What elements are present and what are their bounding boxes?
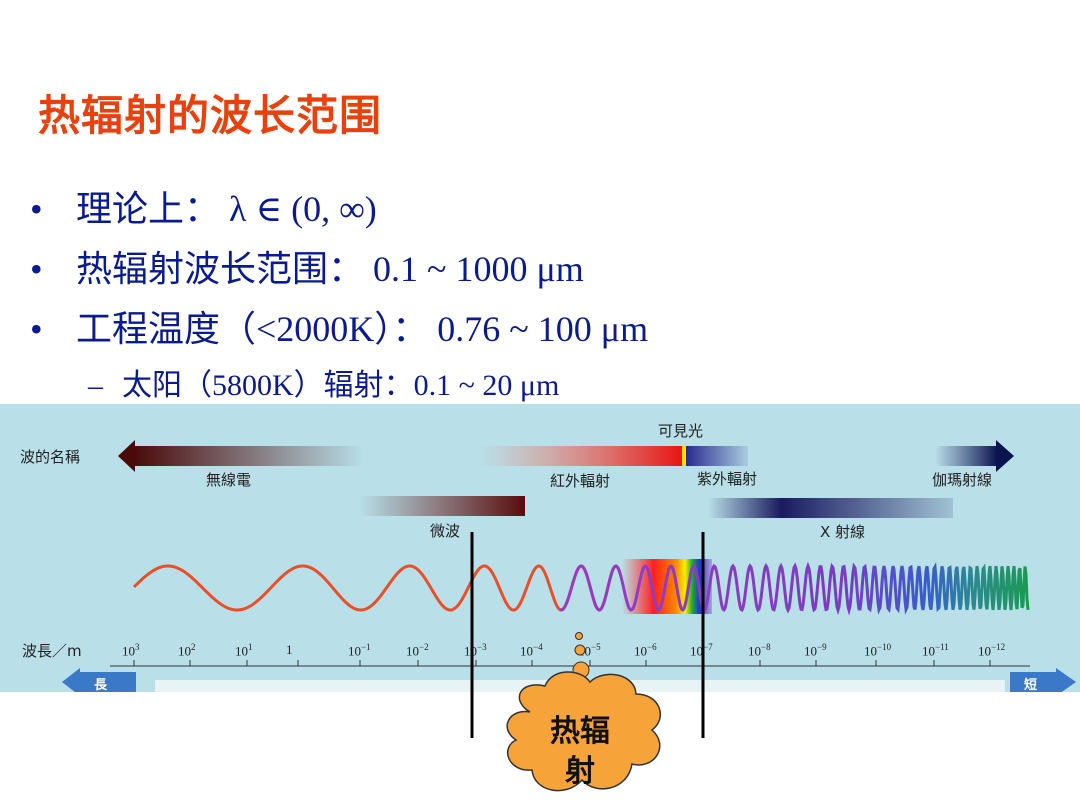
tick-exponent: −6 <box>647 642 657 652</box>
tick-exponent: −3 <box>477 642 487 652</box>
tick-exponent: −5 <box>591 642 601 652</box>
tick-label: 10−5 <box>578 642 601 659</box>
long-arrow-head <box>62 668 80 692</box>
sub-bullet-marker: – <box>88 369 103 402</box>
tick-label: 10−9 <box>804 642 827 659</box>
tick-label: 10−6 <box>634 642 657 659</box>
bullet-marker: • <box>30 189 43 229</box>
visible-band-bar <box>682 446 686 466</box>
tick-label: 101 <box>235 642 253 659</box>
tick-exponent: 1 <box>248 642 253 652</box>
tick-exponent: −11 <box>935 642 949 652</box>
tick-label: 102 <box>178 642 196 659</box>
ultraviolet-label: 紫外輻射 <box>697 470 758 488</box>
tick-base: 10 <box>978 643 991 659</box>
tick-base: 10 <box>520 643 533 659</box>
tick-base: 10 <box>690 643 703 659</box>
tick-label: 10−3 <box>464 642 487 659</box>
tick-base: 10 <box>748 643 761 659</box>
bullet-item: • 理论上： λ ∈ (0, ∞) <box>30 180 377 232</box>
tick-exponent: −8 <box>761 642 771 652</box>
microwave-label: 微波 <box>430 522 461 540</box>
bullet-item: • 热辐射波长范围： 0.1 ~ 1000 μm <box>30 240 584 292</box>
tick-base: 10 <box>804 643 817 659</box>
bullet-marker: • <box>30 309 43 349</box>
callout-text: 热辐 射 <box>520 712 640 792</box>
sub-bullet-text: 太阳（5800K）辐射：0.1 ~ 20 μm <box>122 369 560 402</box>
tick-exponent: −4 <box>533 642 543 652</box>
bullet-text: 工程温度（<2000K）： 0.76 ~ 100 μm <box>76 309 649 349</box>
long-arrow-body <box>80 672 136 692</box>
tick-label: 103 <box>122 642 140 659</box>
wavelength-label: 波長／m <box>22 642 82 660</box>
tick-base: 10 <box>235 643 248 659</box>
visible-spectrum-gradient <box>622 559 712 614</box>
bullet-text: 热辐射波长范围： 0.1 ~ 1000 μm <box>76 249 584 289</box>
radio-band-bar <box>134 446 364 466</box>
tick-base: 10 <box>348 643 361 659</box>
bullet-item: • 工程温度（<2000K）： 0.76 ~ 100 μm <box>30 300 648 352</box>
tick-label: 10−4 <box>520 642 543 659</box>
microwave-band-bar <box>360 496 525 516</box>
tick-base: 10 <box>464 643 477 659</box>
tick-base: 10 <box>578 643 591 659</box>
spectrum-diagram: 波的名稱 可見光 無線電 紅外輻射 紫外輻射 伽瑪射線 微波 X 射線 波長／m… <box>0 404 1080 693</box>
tick-label: 10−7 <box>690 642 713 659</box>
tick-exponent: −1 <box>361 642 371 652</box>
tick-label: 10−2 <box>406 642 429 659</box>
tick-exponent: 3 <box>135 642 140 652</box>
tick-label: 10−11 <box>922 642 949 659</box>
gamma-band-bar <box>935 446 997 466</box>
spectrum-graphic <box>62 440 1076 692</box>
tick-exponent: −10 <box>877 642 892 652</box>
tick-base: 10 <box>406 643 419 659</box>
tick-base: 10 <box>122 643 135 659</box>
tick-label: 10−8 <box>748 642 771 659</box>
visible-light-label: 可見光 <box>658 422 704 440</box>
electromagnetic-wave <box>132 564 622 612</box>
tick-base: 10 <box>178 643 191 659</box>
callout-line-1: 热辐 <box>550 714 610 749</box>
bullet-marker: • <box>30 249 43 289</box>
tick-exponent: 2 <box>191 642 196 652</box>
gamma-label: 伽瑪射線 <box>932 471 993 489</box>
short-arrow-head <box>1056 668 1076 692</box>
tick-exponent: −2 <box>419 642 429 652</box>
right-arrow-head <box>996 440 1014 472</box>
tick-base: 10 <box>864 643 877 659</box>
callout-line-2: 射 <box>565 754 595 789</box>
sub-bullet-item: – 太阳（5800K）辐射：0.1 ~ 20 μm <box>88 360 559 404</box>
xray-band-bar <box>708 498 953 518</box>
tick-base: 1 <box>286 642 293 657</box>
bullet-text: 理论上： λ ∈ (0, ∞) <box>76 189 377 229</box>
infrared-band-bar <box>480 446 685 466</box>
tick-exponent: −7 <box>703 642 713 652</box>
xray-label: X 射線 <box>820 523 866 541</box>
tick-marks <box>133 660 991 666</box>
ultraviolet-band-bar <box>686 446 748 466</box>
bottom-strip <box>155 680 1005 692</box>
slide-title: 热辐射的波长范围 <box>38 91 383 140</box>
tick-exponent: −9 <box>817 642 827 652</box>
tick-base: 10 <box>634 643 647 659</box>
long-label: 長 <box>94 678 108 693</box>
tick-base: 10 <box>922 643 935 659</box>
wave-name-label: 波的名稱 <box>20 448 81 466</box>
tick-label: 10−1 <box>348 642 371 659</box>
tick-exponent: −12 <box>991 642 1006 652</box>
short-arrow-body <box>1010 672 1056 692</box>
left-arrow-head <box>118 440 135 472</box>
tick-label: 10−12 <box>978 642 1005 659</box>
radio-label: 無線電 <box>206 471 252 489</box>
short-label: 短 <box>1024 678 1038 693</box>
tick-label: 1 <box>286 642 293 658</box>
infrared-label: 紅外輻射 <box>550 472 611 490</box>
electromagnetic-wave-short <box>559 561 1030 616</box>
tick-label: 10−10 <box>864 642 891 659</box>
